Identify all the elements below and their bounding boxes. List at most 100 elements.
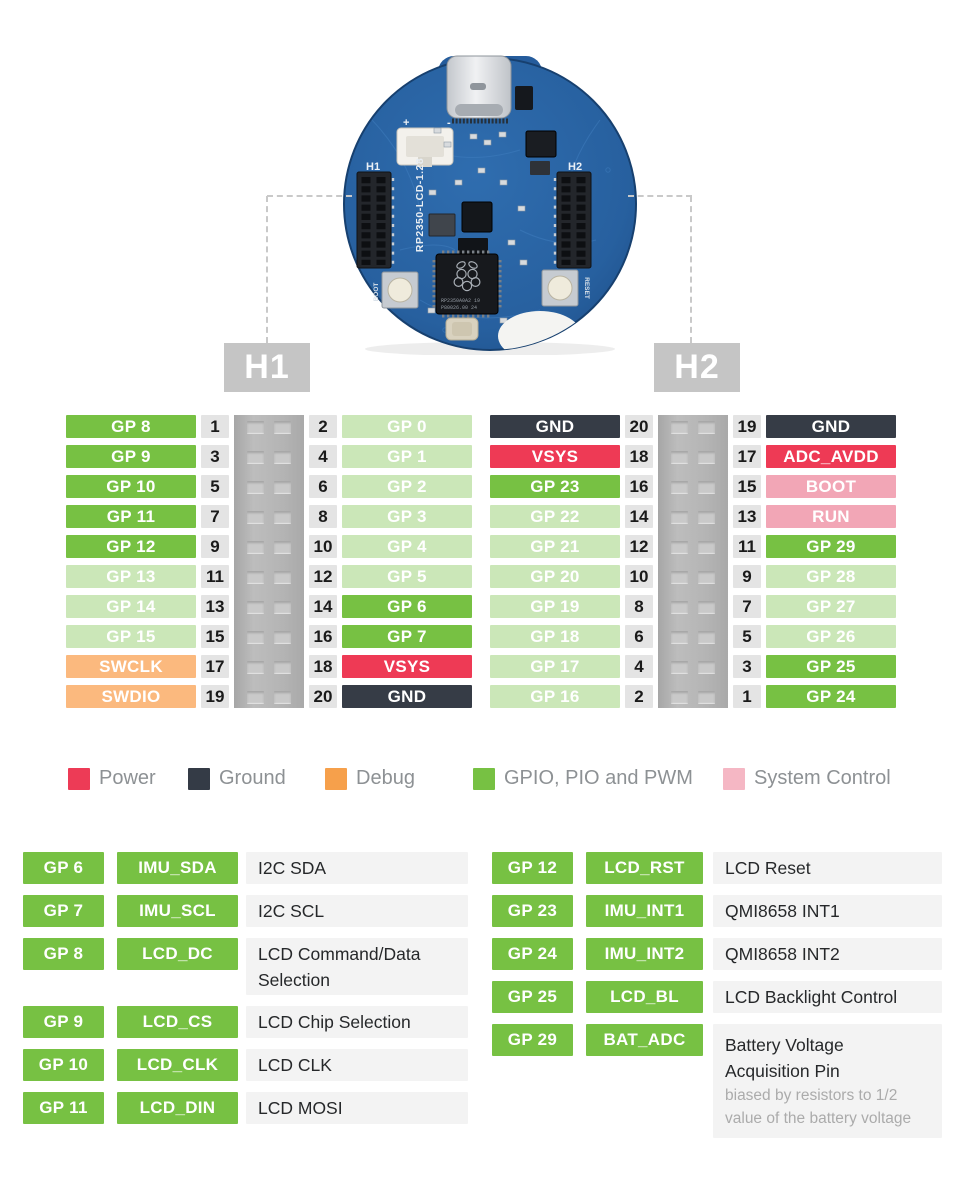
pin-label-right: GND — [766, 415, 896, 438]
description-line: LCD CLK — [258, 1055, 332, 1075]
connector-hole — [274, 691, 291, 704]
signal-badge: IMU_INT1 — [586, 895, 703, 927]
pin-row: GP 21 12 11 GP 29 — [490, 535, 896, 558]
svg-text:RP2350A0A2 19: RP2350A0A2 19 — [441, 298, 480, 304]
legend-swatch — [188, 767, 210, 790]
function-description: LCD Reset — [713, 852, 942, 884]
svg-text:+: + — [403, 117, 409, 129]
connector-hole — [274, 541, 291, 554]
pin-label-left: GP 12 — [66, 535, 196, 558]
pin-number-left: 7 — [201, 505, 229, 528]
legend-item: Power — [68, 767, 156, 790]
connector-hole — [247, 571, 264, 584]
pin-number-left: 15 — [201, 625, 229, 648]
pin-number-left: 12 — [625, 535, 653, 558]
pin-label-right: GP 25 — [766, 655, 896, 678]
pin-number-right: 11 — [733, 535, 761, 558]
connector-hole — [247, 541, 264, 554]
connector-hole — [698, 631, 715, 644]
gpio-badge: GP 9 — [23, 1006, 104, 1038]
signal-badge: LCD_CLK — [117, 1049, 238, 1081]
raspberry-logo — [453, 261, 481, 292]
pin-row: GP 13 11 12 GP 5 — [66, 565, 472, 588]
board-silk-name: RP2350-LCD-1.28 — [414, 158, 426, 252]
pin-row: GP 9 3 4 GP 1 — [66, 445, 472, 468]
function-row: GP 11 LCD_DIN LCD MOSI — [23, 1092, 478, 1124]
connector-hole — [671, 541, 688, 554]
pin-number-left: 17 — [201, 655, 229, 678]
connector-hole — [698, 691, 715, 704]
battery-connector: + - — [396, 117, 454, 167]
connector-hole — [698, 511, 715, 524]
pin-label-right: BOOT — [766, 475, 896, 498]
function-row: GP 9 LCD_CS LCD Chip Selection — [23, 1006, 478, 1038]
pin-row: GP 19 8 7 GP 27 — [490, 595, 896, 618]
connector-hole — [698, 451, 715, 464]
pin-number-left: 1 — [201, 415, 229, 438]
pin-label-left: GP 20 — [490, 565, 620, 588]
signal-badge: BAT_ADC — [586, 1024, 703, 1056]
pin-number-left: 9 — [201, 535, 229, 558]
pin-label-right: VSYS — [342, 655, 472, 678]
connector-hole — [274, 661, 291, 674]
connector-hole — [671, 601, 688, 614]
connector-hole — [274, 511, 291, 524]
pin-label-right: GP 6 — [342, 595, 472, 618]
header-connector-photo — [234, 415, 304, 708]
pin-label-right: GP 29 — [766, 535, 896, 558]
gpio-badge: GP 29 — [492, 1024, 573, 1056]
connector-hole — [247, 661, 264, 674]
gpio-badge: GP 24 — [492, 938, 573, 970]
legend-label: Power — [99, 767, 156, 789]
pin-row: GP 15 15 16 GP 7 — [66, 625, 472, 648]
pin-number-right: 4 — [309, 445, 337, 468]
gpio-badge: GP 6 — [23, 852, 104, 884]
function-description: QMI8658 INT2 — [713, 938, 942, 970]
legend-label: GPIO, PIO and PWM — [504, 767, 693, 789]
connector-gap — [658, 655, 728, 678]
pin-row: GP 12 9 10 GP 4 — [66, 535, 472, 558]
connector-hole — [247, 601, 264, 614]
gpio-badge: GP 11 — [23, 1092, 104, 1124]
pin-number-right: 2 — [309, 415, 337, 438]
connector-hole — [671, 451, 688, 464]
pin-label-right: GP 4 — [342, 535, 472, 558]
description-line: LCD Backlight Control — [725, 987, 898, 1007]
passive-components — [427, 127, 528, 324]
connector-hole — [247, 691, 264, 704]
description-line: LCD Command/Data — [258, 943, 421, 964]
connector-gap — [234, 415, 304, 438]
pin-number-left: 16 — [625, 475, 653, 498]
gpio-badge: GP 23 — [492, 895, 573, 927]
connector-hole — [698, 661, 715, 674]
pin-number-right: 13 — [733, 505, 761, 528]
legend-label: Debug — [356, 767, 415, 789]
connector-gap — [234, 685, 304, 708]
function-description: LCD Chip Selection — [246, 1006, 468, 1038]
function-row: GP 10 LCD_CLK LCD CLK — [23, 1049, 478, 1081]
connector-gap — [658, 685, 728, 708]
description-note-line: biased by resistors to 1/2 — [725, 1087, 898, 1104]
pin-label-left: GP 15 — [66, 625, 196, 648]
pin-label-right: GP 7 — [342, 625, 472, 648]
connector-hole — [698, 601, 715, 614]
pin-number-left: 13 — [201, 595, 229, 618]
pin-number-left: 10 — [625, 565, 653, 588]
connector-hole — [247, 451, 264, 464]
pinout-table-h1: GP 8 1 2 GP 0 GP 9 3 4 GP 1 GP 10 5 6 GP 2 GP 11 7 8 GP… — [66, 415, 472, 715]
description-line: Battery Voltage — [725, 1035, 844, 1055]
connector-gap — [234, 475, 304, 498]
pin-label-left: GP 11 — [66, 505, 196, 528]
connector-hole — [247, 631, 264, 644]
connector-hole — [698, 421, 715, 434]
rp2350-chip: RP2350A0A2 19 P80026.00 24 — [432, 250, 502, 318]
connector-gap — [658, 505, 728, 528]
pin-label-right: GP 0 — [342, 415, 472, 438]
pin-number-left: 2 — [625, 685, 653, 708]
pin-label-right: GP 24 — [766, 685, 896, 708]
pin-label-right: GP 26 — [766, 625, 896, 648]
connector-gap — [234, 445, 304, 468]
svg-text:P80026.00 24: P80026.00 24 — [441, 305, 477, 311]
pin-row: SWCLK 17 18 VSYS — [66, 655, 472, 678]
pin-number-left: 4 — [625, 655, 653, 678]
